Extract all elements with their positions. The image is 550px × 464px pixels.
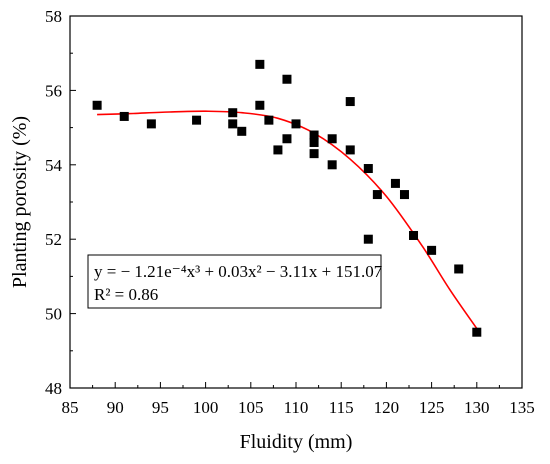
x-tick-label: 90 — [107, 398, 124, 417]
data-point — [454, 264, 464, 274]
data-point — [291, 119, 301, 129]
x-axis-label: Fluidity (mm) — [240, 431, 353, 453]
data-point — [427, 245, 437, 255]
x-tick-label: 125 — [419, 398, 445, 417]
plot-frame — [69, 15, 523, 389]
x-tick-label: 95 — [152, 398, 169, 417]
data-point — [119, 111, 129, 121]
data-point — [237, 126, 247, 136]
data-point — [309, 149, 319, 159]
x-tick-label: 135 — [509, 398, 535, 417]
y-tick-label: 54 — [45, 156, 63, 175]
equation-legend: y = − 1.21e⁻⁴x³ + 0.03x² − 3.11x + 151.0… — [87, 254, 383, 309]
data-point — [264, 115, 274, 125]
y-tick-label: 56 — [45, 81, 62, 100]
data-point — [146, 119, 156, 129]
data-point — [192, 115, 202, 125]
data-point — [390, 178, 400, 188]
data-point — [327, 134, 337, 144]
y-tick-label: 52 — [45, 230, 62, 249]
fit-equation: y = − 1.21e⁻⁴x³ + 0.03x² − 3.11x + 151.0… — [94, 262, 383, 281]
data-point — [345, 97, 355, 107]
y-tick-label: 58 — [45, 7, 62, 26]
data-point — [309, 130, 319, 140]
data-point — [255, 100, 265, 110]
data-point — [327, 160, 337, 170]
data-point — [372, 190, 382, 200]
data-point — [472, 327, 482, 337]
data-point — [282, 74, 292, 84]
data-point — [228, 119, 238, 129]
r-squared: R² = 0.86 — [94, 285, 158, 304]
data-point — [409, 230, 419, 240]
data-point — [363, 164, 373, 174]
data-point — [363, 234, 373, 244]
x-tick-label: 120 — [374, 398, 400, 417]
x-tick-label: 110 — [284, 398, 309, 417]
x-tick-label: 105 — [238, 398, 264, 417]
data-point — [273, 145, 283, 155]
axis-ticks: 85 90 95 100 105 110 115 120 125 130 135 48 50 52 54 56… — [45, 7, 535, 417]
y-tick-label: 50 — [45, 305, 62, 324]
data-point — [228, 108, 238, 118]
equation-box — [87, 254, 382, 309]
x-tick-label: 100 — [193, 398, 219, 417]
data-point — [345, 145, 355, 155]
data-point — [92, 100, 102, 110]
y-tick-label: 48 — [45, 379, 62, 398]
x-tick-label: 115 — [329, 398, 354, 417]
x-tick-label: 130 — [464, 398, 490, 417]
x-tick-label: 85 — [62, 398, 79, 417]
data-points — [92, 59, 482, 337]
data-point — [282, 134, 292, 144]
data-point — [399, 190, 409, 200]
y-axis-label: Planting porosity (%) — [9, 116, 31, 288]
data-point — [255, 59, 265, 69]
data-point — [309, 137, 319, 147]
